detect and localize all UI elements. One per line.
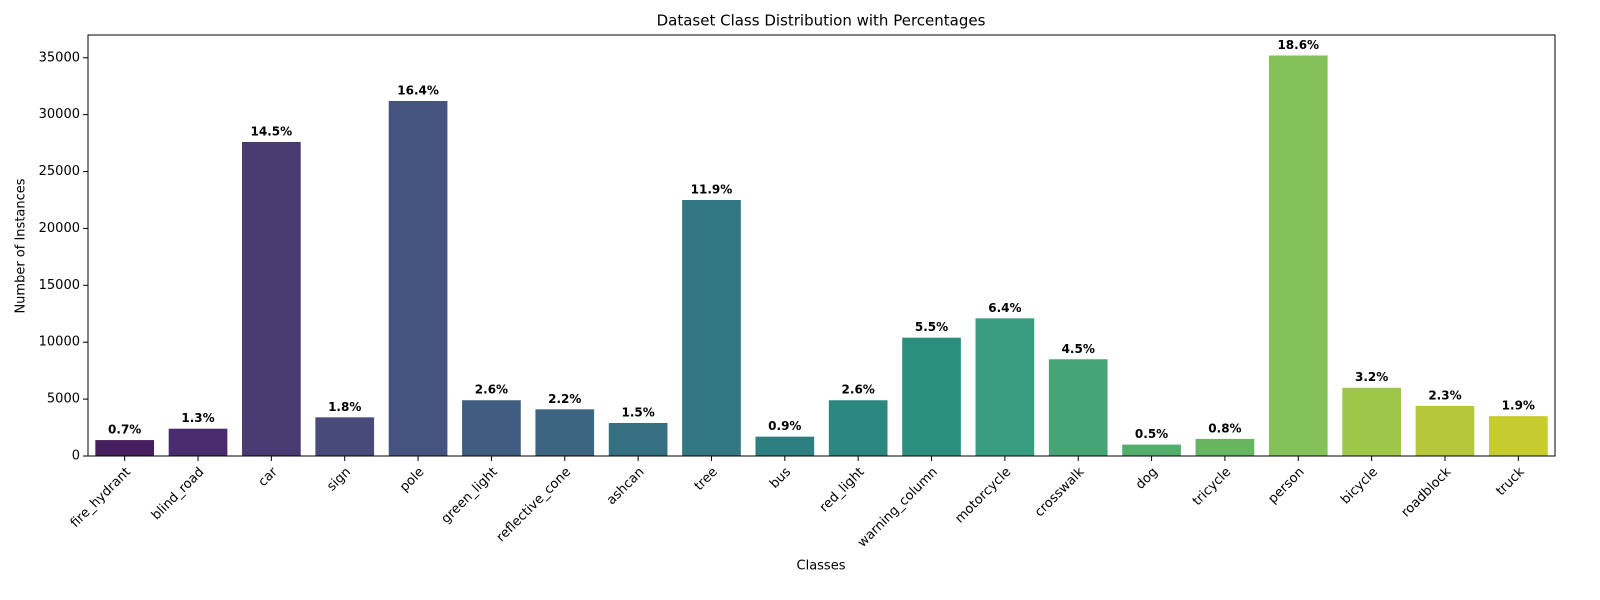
bar	[975, 318, 1035, 456]
bar	[1415, 405, 1475, 456]
y-tick-label: 30000	[39, 107, 80, 122]
plot-frame	[87, 34, 1556, 457]
y-tick-label: 15000	[39, 278, 80, 293]
value-label: 1.9%	[1502, 399, 1535, 413]
x-tick-label: roadblock	[1399, 464, 1455, 520]
x-tick-label: motorcycle	[952, 465, 1014, 527]
value-label: 6.4%	[988, 301, 1021, 315]
bar	[388, 100, 448, 456]
bar	[902, 337, 961, 456]
value-label: 1.3%	[181, 411, 214, 425]
x-tick-label: red_light	[817, 465, 868, 516]
bar	[1488, 416, 1548, 456]
bar	[1122, 444, 1181, 456]
value-label: 5.5%	[915, 320, 948, 334]
x-tick-label: bicycle	[1338, 465, 1381, 508]
y-tick-label: 35000	[39, 50, 80, 65]
bar	[828, 400, 888, 456]
value-label: 2.6%	[475, 383, 508, 397]
value-label: 0.8%	[1208, 421, 1241, 435]
chart-title: Dataset Class Distribution with Percenta…	[657, 12, 986, 30]
value-label: 2.6%	[842, 383, 875, 397]
x-axis-label: Classes	[797, 559, 846, 574]
bar	[1342, 387, 1401, 456]
x-tick-label: dog	[1133, 465, 1161, 493]
y-axis-label: Number of Instances	[14, 178, 29, 313]
value-label: 0.9%	[768, 419, 801, 433]
bar	[1195, 438, 1255, 456]
x-tick-label: truck	[1493, 464, 1528, 499]
x-tick-label: sign	[324, 465, 354, 495]
x-tick-label: warning_column	[855, 465, 941, 551]
x-tick-label: blind_road	[149, 465, 207, 523]
x-tick-label: tree	[692, 465, 721, 494]
y-tick-label: 10000	[39, 335, 80, 350]
x-tick-label: car	[256, 464, 282, 490]
x-tick-label: ashcan	[604, 465, 647, 508]
x-tick-label: pole	[397, 465, 427, 495]
value-label: 14.5%	[251, 124, 293, 138]
y-tick-label: 20000	[39, 221, 80, 236]
bar	[462, 400, 521, 456]
x-tick-label: tricycle	[1190, 465, 1234, 509]
y-tick-label: 5000	[47, 392, 80, 407]
value-label: 1.8%	[328, 400, 361, 414]
value-label: 11.9%	[691, 182, 733, 196]
value-label: 4.5%	[1062, 342, 1095, 356]
value-label: 18.6%	[1277, 38, 1319, 52]
value-label: 1.5%	[621, 406, 654, 420]
value-label: 3.2%	[1355, 370, 1388, 384]
y-tick-label: 0	[72, 449, 80, 464]
x-tick-label: green_light	[439, 465, 501, 527]
x-tick-label: person	[1265, 465, 1307, 507]
bar	[95, 440, 155, 456]
bar	[608, 423, 668, 456]
value-label: 0.5%	[1135, 427, 1168, 441]
y-tick-label: 25000	[39, 164, 80, 179]
x-tick-label: reflective_cone	[494, 465, 574, 545]
bar	[1048, 359, 1108, 456]
bar	[755, 436, 815, 456]
bar	[315, 417, 375, 456]
value-label: 2.2%	[548, 392, 581, 406]
value-label: 2.3%	[1428, 388, 1461, 402]
bar	[535, 409, 595, 456]
bar	[168, 428, 228, 456]
bar	[1268, 55, 1328, 456]
value-label: 0.7%	[108, 423, 141, 437]
value-label: 16.4%	[397, 83, 439, 97]
x-tick-label: fire_hydrant	[68, 465, 134, 531]
x-tick-label: crosswalk	[1032, 464, 1088, 520]
x-tick-label: bus	[767, 465, 794, 492]
bar	[242, 141, 301, 456]
bar	[682, 199, 741, 456]
